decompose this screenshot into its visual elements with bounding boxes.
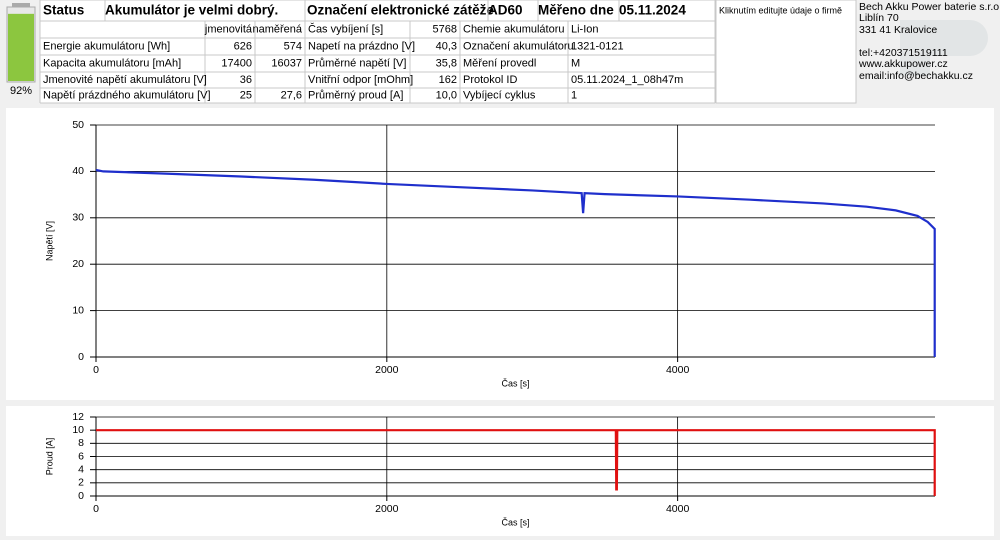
table-cell: 1 xyxy=(571,89,577,101)
table-cell: Chemie akumulátoru xyxy=(463,23,565,35)
y-tick-label: 8 xyxy=(78,437,84,449)
table-cell: Průměrný proud [A] xyxy=(308,89,403,101)
date: 05.11.2024 xyxy=(619,3,686,18)
data-line xyxy=(95,168,936,357)
battery-cap xyxy=(12,3,30,7)
table-cell: 626 xyxy=(234,40,252,52)
x-tick-label: 0 xyxy=(93,364,99,376)
voltage-panel xyxy=(6,108,994,400)
x-tick-label: 0 xyxy=(93,503,99,515)
y-axis-label: Proud [A] xyxy=(44,438,54,476)
data-line xyxy=(96,429,936,496)
x-tick-label: 4000 xyxy=(666,503,690,515)
company-line: www.akkupower.cz xyxy=(858,58,948,70)
info-table xyxy=(40,0,715,103)
x-tick-label: 2000 xyxy=(375,503,399,515)
x-axis-label: Čas [s] xyxy=(501,378,529,388)
company-line: Liblín 70 xyxy=(859,12,899,24)
y-tick-label: 4 xyxy=(78,463,84,475)
table-cell: 35,8 xyxy=(436,57,457,69)
table-cell: jmenovitá xyxy=(204,23,253,35)
status: Akumulátor je velmi dobrý. xyxy=(105,3,278,18)
table-cell: Napětí prázdného akumulátoru [V] xyxy=(43,89,211,101)
table-cell: Kapacita akumulátoru [mAh] xyxy=(43,57,181,69)
y-tick-label: 0 xyxy=(78,490,84,502)
table-cell: 10,0 xyxy=(436,89,457,101)
table-cell: 27,6 xyxy=(281,89,302,101)
table-cell: M xyxy=(571,57,580,69)
table-cell: 36 xyxy=(240,74,252,86)
load-label: Označení elektronické zátěže xyxy=(307,3,494,18)
table-cell: 17400 xyxy=(221,57,252,69)
logo xyxy=(900,20,988,76)
y-tick-label: 10 xyxy=(72,424,84,436)
date-label: Měřeno dne xyxy=(538,3,614,18)
table-cell: Napetí na prázdno [V] xyxy=(308,40,415,52)
y-tick-label: 10 xyxy=(72,304,84,316)
y-tick-label: 2 xyxy=(78,477,84,489)
table-cell: 162 xyxy=(439,74,457,86)
table-cell: Jmenovité napětí akumulátoru [V] xyxy=(43,74,207,86)
table-cell: Protokol ID xyxy=(463,74,517,86)
status-label: Status xyxy=(43,3,84,18)
y-tick-label: 50 xyxy=(72,119,84,131)
table-cell: 40,3 xyxy=(436,40,457,52)
table-cell: 5768 xyxy=(433,23,457,35)
y-tick-label: 12 xyxy=(72,411,84,423)
current-panel xyxy=(6,406,994,536)
table-cell: Čas vybíjení [s] xyxy=(308,22,383,35)
table-cell: 1321-0121 xyxy=(571,40,624,52)
load: AD60 xyxy=(488,3,523,18)
x-axis-label: Čas [s] xyxy=(501,517,529,527)
battery-percent: 92% xyxy=(10,85,32,97)
y-tick-label: 0 xyxy=(78,351,84,363)
table-cell: 16037 xyxy=(271,57,302,69)
y-tick-label: 40 xyxy=(72,165,84,177)
table-cell: Průměrné napětí [V] xyxy=(308,57,406,69)
edit-hint[interactable]: Kliknutím editujte údaje o firmě xyxy=(719,5,842,15)
table-cell: Energie akumulátoru [Wh] xyxy=(43,40,170,52)
y-tick-label: 6 xyxy=(78,450,84,462)
y-tick-label: 20 xyxy=(72,258,84,270)
edit-box[interactable] xyxy=(715,0,857,104)
table-cell: Vnitřní odpor [mOhm] xyxy=(308,74,413,86)
battery-level xyxy=(8,13,34,82)
company-line: 331 41 Kralovice xyxy=(859,24,937,36)
y-tick-label: 30 xyxy=(72,212,84,224)
table-cell: 25 xyxy=(240,89,252,101)
company-line: tel:+420371519111 xyxy=(859,47,948,59)
x-tick-label: 4000 xyxy=(666,364,690,376)
table-cell: 574 xyxy=(284,40,302,52)
y-axis-label: Napětí [V] xyxy=(44,221,54,261)
table-cell: Li-Ion xyxy=(571,23,599,35)
table-cell: naměřená xyxy=(252,23,302,35)
table-cell: Vybíjecí cyklus xyxy=(463,89,536,101)
table-cell: 05.11.2024_1_08h47m xyxy=(571,74,683,86)
x-tick-label: 2000 xyxy=(375,364,399,376)
company-line: email:info@bechakku.cz xyxy=(859,70,973,82)
table-cell: Měření provedl xyxy=(463,57,536,69)
company-line: Bech Akku Power baterie s.r.o xyxy=(859,1,999,13)
table-cell: Označení akumulátoru xyxy=(463,40,574,52)
